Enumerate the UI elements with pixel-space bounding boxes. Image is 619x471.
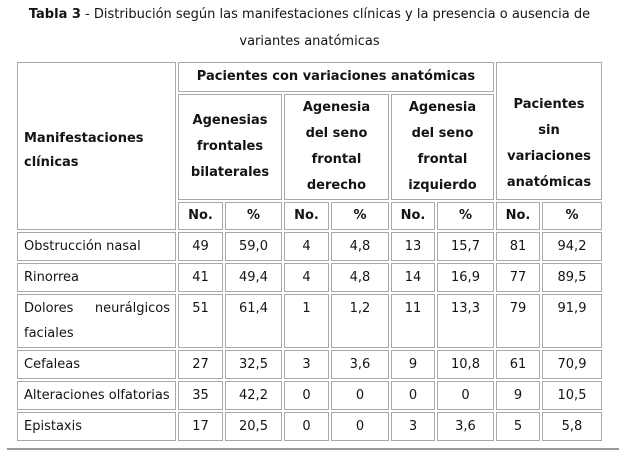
header-no: No.	[391, 202, 435, 230]
row-label: Epistaxis	[17, 412, 176, 441]
header-no: No.	[496, 202, 540, 230]
value-cell: 91,9	[542, 294, 602, 348]
table-row-rinorrea: Rinorrea 41 49,4 4 4,8 14 16,9 77 89,5	[17, 263, 602, 292]
header-line: del seno	[411, 126, 474, 141]
header-line: sin	[538, 123, 560, 138]
value-cell: 1	[284, 294, 329, 348]
value-cell: 5	[496, 412, 540, 441]
value-cell: 3	[284, 350, 329, 379]
value-cell: 15,7	[437, 232, 494, 261]
value-cell: 59,0	[225, 232, 282, 261]
value-cell: 1,2	[331, 294, 389, 348]
header-line: Agenesia	[302, 100, 371, 115]
value-cell: 3,6	[331, 350, 389, 379]
value-cell: 77	[496, 263, 540, 292]
value-cell: 4,8	[331, 263, 389, 292]
value-cell: 5,8	[542, 412, 602, 441]
bottom-divider	[7, 448, 619, 450]
header-line: frontal	[311, 152, 362, 167]
value-cell: 9	[391, 350, 435, 379]
header-pct: %	[437, 202, 494, 230]
header-agenesias-frontales-bilaterales: Agenesias frontales bilaterales	[178, 94, 282, 200]
value-cell: 70,9	[542, 350, 602, 379]
header-line: derecho	[306, 178, 367, 193]
value-cell: 49,4	[225, 263, 282, 292]
row-label: Obstrucción nasal	[17, 232, 176, 261]
header-line: frontal	[417, 152, 468, 167]
value-cell: 9	[496, 381, 540, 410]
value-cell: 42,2	[225, 381, 282, 410]
value-cell: 79	[496, 294, 540, 348]
header-line: del seno	[305, 126, 368, 141]
header-line: Agenesia	[408, 100, 477, 115]
value-cell: 3	[391, 412, 435, 441]
value-cell: 4	[284, 263, 329, 292]
table-caption-number: Tabla 3	[28, 7, 81, 22]
value-cell: 51	[178, 294, 223, 348]
header-pacientes-sin-variaciones: Pacientes sin variaciones anatómicas	[496, 62, 602, 200]
header-line: frontales	[196, 139, 264, 154]
value-cell: 0	[284, 381, 329, 410]
value-cell: 3,6	[437, 412, 494, 441]
value-cell: 61,4	[225, 294, 282, 348]
value-cell: 0	[437, 381, 494, 410]
header-line: Agenesias	[192, 113, 268, 128]
header-line: izquierdo	[408, 178, 477, 193]
table-row-cefaleas: Cefaleas 27 32,5 3 3,6 9 10,8 61 70,9	[17, 350, 602, 379]
value-cell: 41	[178, 263, 223, 292]
header-no: No.	[178, 202, 223, 230]
header-no: No.	[284, 202, 329, 230]
value-cell: 14	[391, 263, 435, 292]
value-cell: 16,9	[437, 263, 494, 292]
header-agenesia-seno-frontal-derecho: Agenesia del seno frontal derecho	[284, 94, 389, 200]
header-line: Pacientes	[513, 97, 585, 112]
table-row-epistaxis: Epistaxis 17 20,5 0 0 3 3,6 5 5,8	[17, 412, 602, 441]
value-cell: 35	[178, 381, 223, 410]
table-row-alteraciones-olfatorias: Alteraciones olfatorias 35 42,2 0 0 0 0 …	[17, 381, 602, 410]
header-pct: %	[331, 202, 389, 230]
value-cell: 0	[331, 381, 389, 410]
value-cell: 81	[496, 232, 540, 261]
row-label: Cefaleas	[17, 350, 176, 379]
header-pacientes-con-variaciones: Pacientes con variaciones anatómicas	[178, 62, 494, 92]
table-caption: Tabla 3 - Distribución según las manifes…	[0, 0, 619, 55]
header-row-no-pct: No. % No. % No. % No. %	[17, 202, 602, 230]
value-cell: 94,2	[542, 232, 602, 261]
value-cell: 0	[284, 412, 329, 441]
value-cell: 4	[284, 232, 329, 261]
header-row-subgroups: Agenesias frontales bilaterales Agenesia…	[17, 94, 602, 200]
distribution-table: Manifestaciones clínicas Pacientes con v…	[15, 60, 604, 443]
header-manifestaciones-clinicas: Manifestaciones clínicas	[17, 62, 176, 230]
row-label: Rinorrea	[17, 263, 176, 292]
table-caption-text: - Distribución según las manifestaciones…	[85, 7, 591, 49]
header-agenesia-seno-frontal-izquierdo: Agenesia del seno frontal izquierdo	[391, 94, 494, 200]
value-cell: 13	[391, 232, 435, 261]
row-label: Alteraciones olfatorias	[17, 381, 176, 410]
value-cell: 27	[178, 350, 223, 379]
value-cell: 17	[178, 412, 223, 441]
row-label: Dolores neurálgicos faciales	[17, 294, 176, 348]
value-cell: 32,5	[225, 350, 282, 379]
header-pct: %	[542, 202, 602, 230]
value-cell: 11	[391, 294, 435, 348]
value-cell: 20,5	[225, 412, 282, 441]
value-cell: 49	[178, 232, 223, 261]
value-cell: 4,8	[331, 232, 389, 261]
header-line: anatómicas	[506, 175, 592, 190]
header-row-groups: Manifestaciones clínicas Pacientes con v…	[17, 62, 602, 230]
value-cell: 89,5	[542, 263, 602, 292]
table-row-dolores-neuralgicos-faciales: Dolores neurálgicos faciales 51 61,4 1 1…	[17, 294, 602, 348]
value-cell: 13,3	[437, 294, 494, 348]
value-cell: 0	[391, 381, 435, 410]
header-line: bilaterales	[190, 165, 270, 180]
value-cell: 0	[331, 412, 389, 441]
value-cell: 61	[496, 350, 540, 379]
header-pct: %	[225, 202, 282, 230]
value-cell: 10,5	[542, 381, 602, 410]
table-row-obstruccion-nasal: Obstrucción nasal 49 59,0 4 4,8 13 15,7 …	[17, 232, 602, 261]
header-line: variaciones	[507, 149, 591, 164]
value-cell: 10,8	[437, 350, 494, 379]
